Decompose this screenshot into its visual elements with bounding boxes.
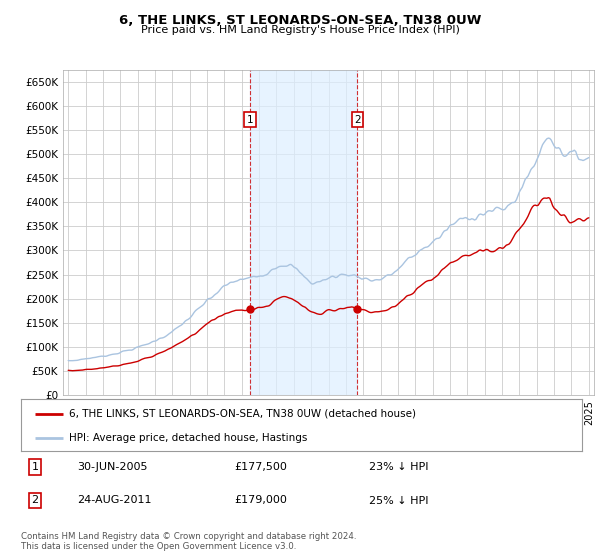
Text: 23% ↓ HPI: 23% ↓ HPI [369, 462, 428, 472]
Text: 6, THE LINKS, ST LEONARDS-ON-SEA, TN38 0UW (detached house): 6, THE LINKS, ST LEONARDS-ON-SEA, TN38 0… [68, 409, 416, 419]
Bar [250, 70, 358, 395]
Text: Contains HM Land Registry data © Crown copyright and database right 2024.
This d: Contains HM Land Registry data © Crown c… [21, 532, 356, 552]
Text: Price paid vs. HM Land Registry's House Price Index (HPI): Price paid vs. HM Land Registry's House … [140, 25, 460, 35]
Text: 30-JUN-2005: 30-JUN-2005 [77, 462, 148, 472]
Text: 2: 2 [31, 496, 38, 506]
Text: 1: 1 [32, 462, 38, 472]
Text: 2: 2 [354, 115, 361, 124]
Text: HPI: Average price, detached house, Hastings: HPI: Average price, detached house, Hast… [68, 433, 307, 443]
Text: 6, THE LINKS, ST LEONARDS-ON-SEA, TN38 0UW: 6, THE LINKS, ST LEONARDS-ON-SEA, TN38 0… [119, 14, 481, 27]
Text: 1: 1 [247, 115, 254, 124]
Text: 24-AUG-2011: 24-AUG-2011 [77, 496, 152, 506]
Text: 25% ↓ HPI: 25% ↓ HPI [369, 496, 428, 506]
Text: £179,000: £179,000 [234, 496, 287, 506]
Text: £177,500: £177,500 [234, 462, 287, 472]
